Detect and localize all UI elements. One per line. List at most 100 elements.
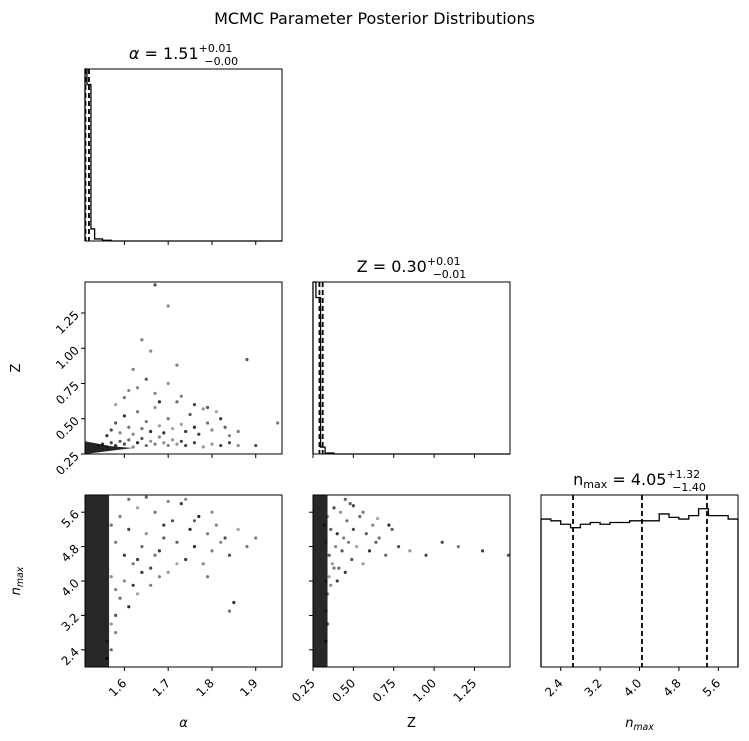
sample-point <box>179 439 183 443</box>
sample-point <box>157 424 162 428</box>
sample-point <box>175 442 179 446</box>
sample-point <box>223 425 227 429</box>
sample-point <box>396 545 401 549</box>
y-tick-label: 4.8 <box>59 542 82 565</box>
sample-point <box>254 536 258 540</box>
sample-point <box>324 639 328 643</box>
sample-point <box>205 532 210 536</box>
scatter-alpha-n_max-frame <box>84 494 283 668</box>
sample-point <box>162 431 166 435</box>
x-tick-label: 1.25 <box>451 676 480 705</box>
sample-point <box>114 631 118 635</box>
hist-panel-n_max: 2.4 3.2 4.0 4.8 5.6 nmax = 4.05+1.32 −1.40 <box>540 468 739 699</box>
sample-point <box>408 549 412 553</box>
sample-point <box>210 442 214 446</box>
sample-point <box>184 429 188 434</box>
x-tick-label: 1.7 <box>150 676 173 699</box>
sample-point <box>334 545 338 549</box>
sample-point <box>122 396 126 400</box>
sample-point <box>131 562 135 566</box>
title-plus: +0.01 <box>199 42 233 55</box>
scatter-points <box>313 495 510 667</box>
sample-point <box>149 439 153 443</box>
sample-point <box>332 566 336 570</box>
sample-point <box>157 400 162 404</box>
sample-point <box>254 443 258 448</box>
sample-point <box>114 613 118 618</box>
sample-point <box>162 441 166 445</box>
sample-point <box>118 431 122 435</box>
x-tick-label: 1.8 <box>194 676 217 699</box>
hist-step-Z <box>312 281 510 455</box>
sample-point <box>109 575 113 579</box>
sample-point <box>118 439 122 443</box>
sample-point <box>140 545 144 549</box>
sample-point <box>227 609 232 613</box>
sample-point <box>377 536 381 540</box>
sample-point <box>109 648 113 652</box>
sample-point <box>335 532 339 536</box>
sample-point <box>236 527 240 532</box>
sample-point <box>329 527 333 532</box>
sample-point <box>175 363 179 367</box>
sample-point <box>210 510 214 514</box>
sample-point <box>322 523 326 527</box>
sample-point <box>327 575 331 579</box>
sample-point <box>188 412 192 417</box>
sample-point <box>345 519 349 523</box>
hist-Z-frame <box>312 281 511 455</box>
sample-point <box>135 386 140 390</box>
x-tick-label: 4.8 <box>660 676 683 699</box>
sample-point <box>343 497 347 501</box>
sample-point <box>153 510 157 514</box>
sample-point <box>440 540 444 544</box>
y-tick-label: 0.25 <box>53 449 82 478</box>
sample-point <box>127 388 131 393</box>
y-tick-label: 0.50 <box>53 414 82 443</box>
sample-point <box>166 417 170 421</box>
sample-point <box>149 583 153 587</box>
sample-point <box>227 434 232 438</box>
x-axis-label-alpha-main: α <box>179 716 188 731</box>
sample-point <box>245 545 249 549</box>
sample-point <box>122 414 126 418</box>
sample-point <box>127 497 131 501</box>
sample-point <box>144 532 148 536</box>
dense-sample-band <box>85 441 134 454</box>
title-minus: −0.01 <box>433 268 467 281</box>
sample-point <box>184 443 188 448</box>
sample-point <box>361 510 365 514</box>
sample-point <box>351 504 355 508</box>
scatter-points <box>85 283 280 454</box>
sample-point <box>127 425 131 429</box>
sample-point <box>354 545 359 549</box>
sample-point <box>157 575 162 579</box>
sample-point <box>214 410 218 414</box>
x-axis-label-alpha: α <box>179 716 188 731</box>
hist-panel-Z: Z = 0.30+0.01 −0.01 <box>312 255 511 458</box>
x-axis-label-n_max-main: n <box>625 716 633 731</box>
sample-point <box>131 432 135 436</box>
sample-point <box>140 338 144 342</box>
sample-point <box>205 421 210 425</box>
sample-point <box>192 425 197 429</box>
sample-point <box>122 579 126 583</box>
sample-point <box>109 428 113 432</box>
x-axis-label-Z-main: Z <box>407 716 416 731</box>
y-tick-label: 2.4 <box>59 645 82 668</box>
title-equals: = <box>139 44 163 63</box>
sample-point <box>232 600 236 605</box>
sample-point <box>223 536 227 540</box>
sample-point <box>343 570 347 575</box>
sample-point <box>175 540 179 544</box>
sample-point <box>131 445 135 449</box>
hist-step-n_max <box>540 508 739 667</box>
y-tick-label: 5.6 <box>59 507 82 530</box>
sample-point <box>188 527 192 532</box>
sample-point <box>153 553 157 557</box>
sample-point <box>157 435 162 439</box>
sample-point <box>166 443 170 448</box>
sample-point <box>166 304 170 308</box>
sample-point <box>340 549 344 553</box>
